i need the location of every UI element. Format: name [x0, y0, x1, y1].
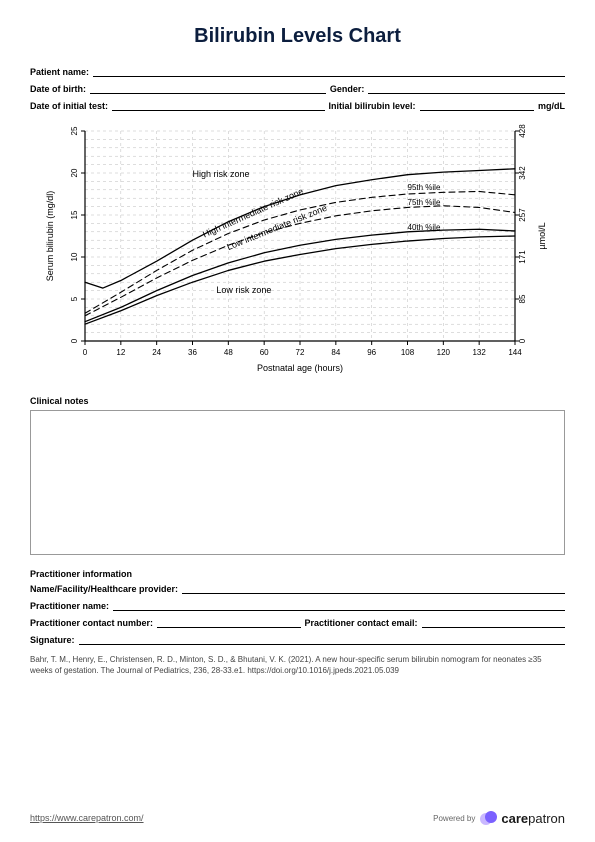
label-gender: Gender: — [330, 84, 365, 94]
input-practitioner-name[interactable] — [113, 600, 565, 611]
svg-text:85: 85 — [518, 294, 527, 303]
label-contact-number: Practitioner contact number: — [30, 618, 153, 628]
label-date-initial: Date of initial test: — [30, 101, 108, 111]
row-dob-gender: Date of birth: Gender: — [30, 83, 565, 94]
svg-text:75th %ile: 75th %ile — [408, 198, 441, 207]
input-gender[interactable] — [368, 83, 565, 94]
svg-text:25: 25 — [70, 126, 79, 135]
svg-text:12: 12 — [116, 348, 125, 357]
input-dob[interactable] — [90, 83, 326, 94]
svg-text:µmol/L: µmol/L — [537, 222, 547, 249]
svg-text:0: 0 — [70, 338, 79, 343]
citation-text: Bahr, T. M., Henry, E., Christensen, R. … — [30, 655, 565, 677]
label-practitioner-name: Practitioner name: — [30, 601, 109, 611]
svg-text:48: 48 — [224, 348, 233, 357]
svg-text:0: 0 — [83, 348, 88, 357]
svg-text:132: 132 — [472, 348, 486, 357]
svg-text:15: 15 — [70, 210, 79, 219]
label-clinical-notes: Clinical notes — [30, 396, 565, 406]
powered-label: Powered by — [433, 814, 475, 823]
svg-text:Serum bilirubin (mg/dl): Serum bilirubin (mg/dl) — [45, 191, 55, 282]
svg-text:Low intermediate risk zone: Low intermediate risk zone — [225, 203, 328, 252]
input-initial-level[interactable] — [420, 100, 534, 111]
input-date-initial[interactable] — [112, 100, 325, 111]
label-name-facility: Name/Facility/Healthcare provider: — [30, 584, 178, 594]
svg-text:171: 171 — [518, 250, 527, 264]
svg-text:84: 84 — [331, 348, 340, 357]
svg-text:Postnatal age (hours): Postnatal age (hours) — [257, 363, 343, 373]
svg-text:72: 72 — [296, 348, 305, 357]
label-contact-email: Practitioner contact email: — [305, 618, 418, 628]
input-contact-number[interactable] — [157, 617, 300, 628]
label-initial-level: Initial bilirubin level: — [329, 101, 416, 111]
label-unit: mg/dL — [538, 101, 565, 111]
bilirubin-chart: 0 12 24 36 48 60 72 84 96 108 120 132 144 0 5 10 15 20 25 0… — [30, 119, 565, 384]
svg-text:257: 257 — [518, 208, 527, 222]
input-patient-name[interactable] — [93, 66, 565, 77]
input-contact-email[interactable] — [422, 617, 565, 628]
clinical-notes-box[interactable] — [30, 410, 565, 555]
chart-svg: 0 12 24 36 48 60 72 84 96 108 120 132 144 0 5 10 15 20 25 0… — [30, 119, 565, 379]
svg-text:36: 36 — [188, 348, 197, 357]
row-initial-test: Date of initial test: Initial bilirubin … — [30, 100, 565, 111]
svg-text:342: 342 — [518, 166, 527, 180]
carepatron-logo-text: carepatron — [501, 811, 565, 826]
svg-text:10: 10 — [70, 252, 79, 261]
svg-text:96: 96 — [367, 348, 376, 357]
label-signature: Signature: — [30, 635, 75, 645]
input-signature[interactable] — [79, 634, 565, 645]
label-patient-name: Patient name: — [30, 67, 89, 77]
svg-text:120: 120 — [437, 348, 451, 357]
svg-text:40th %ile: 40th %ile — [408, 223, 441, 232]
page-title: Bilirubin Levels Chart — [30, 25, 565, 48]
carepatron-logo-icon — [479, 809, 497, 827]
svg-text:20: 20 — [70, 168, 79, 177]
input-name-facility[interactable] — [182, 583, 565, 594]
label-dob: Date of birth: — [30, 84, 86, 94]
svg-text:428: 428 — [518, 124, 527, 138]
svg-text:Low risk zone: Low risk zone — [216, 285, 271, 295]
powered-by: Powered by carepatron — [433, 809, 565, 827]
page-footer: https://www.carepatron.com/ Powered by c… — [30, 809, 565, 827]
footer-link[interactable]: https://www.carepatron.com/ — [30, 813, 144, 823]
row-patient-name: Patient name: — [30, 66, 565, 77]
svg-text:60: 60 — [260, 348, 269, 357]
label-practitioner-section: Practitioner information — [30, 569, 565, 579]
svg-text:0: 0 — [518, 338, 527, 343]
svg-text:95th %ile: 95th %ile — [408, 183, 441, 192]
svg-text:144: 144 — [508, 348, 522, 357]
svg-text:5: 5 — [70, 296, 79, 301]
svg-text:High risk zone: High risk zone — [193, 169, 250, 179]
svg-text:24: 24 — [152, 348, 161, 357]
svg-text:108: 108 — [401, 348, 415, 357]
